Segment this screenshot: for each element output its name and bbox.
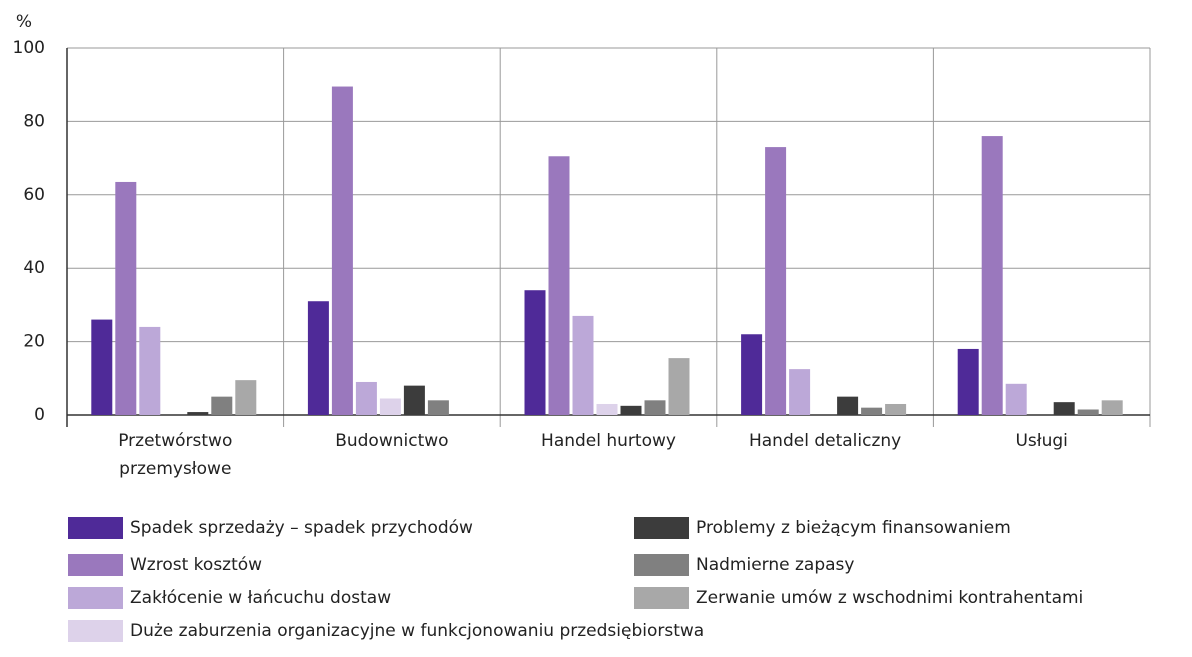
bar <box>644 400 666 415</box>
x-tick-label: Handel hurtowy <box>541 431 676 451</box>
legend-swatch <box>634 587 689 609</box>
bar <box>187 412 209 415</box>
bar <box>524 290 546 415</box>
bar <box>548 156 570 415</box>
y-axis-label: % <box>16 12 32 32</box>
legend-swatch <box>634 517 689 539</box>
legend-swatch <box>68 620 123 642</box>
x-tick-label: Przetwórstwo przemysłowe <box>118 431 233 479</box>
y-tick-label: 100 <box>13 38 45 58</box>
bar <box>211 396 233 415</box>
legend-label: Spadek sprzedaży – spadek przychodów <box>130 518 473 538</box>
legend-label: Nadmierne zapasy <box>696 555 855 575</box>
bar <box>572 315 594 415</box>
bar <box>1053 402 1075 415</box>
bar <box>331 86 353 415</box>
bar <box>596 403 618 415</box>
bar <box>1077 409 1099 415</box>
bar <box>379 398 401 415</box>
legend-swatch <box>68 587 123 609</box>
bar <box>1101 400 1123 415</box>
bar <box>307 301 329 415</box>
bar <box>741 334 763 415</box>
bar <box>235 380 257 415</box>
bar <box>620 405 642 415</box>
legend-label: Duże zaburzenia organizacyjne w funkcjon… <box>130 621 705 641</box>
legend-swatch <box>68 554 123 576</box>
bar <box>981 136 1003 415</box>
bar <box>115 181 137 415</box>
bar <box>668 358 690 415</box>
legend-label: Wzrost kosztów <box>130 555 263 575</box>
bar <box>355 381 377 415</box>
y-tick-label: 20 <box>23 332 45 352</box>
bar <box>861 407 883 415</box>
bar <box>765 147 787 415</box>
bar <box>139 326 161 415</box>
y-tick-label: 0 <box>34 405 45 425</box>
bar <box>789 369 811 415</box>
y-tick-label: 40 <box>23 258 45 278</box>
legend-label: Zakłócenie w łańcuchu dostaw <box>130 588 392 608</box>
legend-swatch <box>634 554 689 576</box>
bar <box>1005 383 1027 415</box>
y-tick-label: 60 <box>23 185 45 205</box>
bar <box>837 396 859 415</box>
x-tick-label: Handel detaliczny <box>748 431 902 451</box>
bar <box>403 385 425 415</box>
x-tick-label: Usługi <box>1015 431 1068 451</box>
x-tick-label: Budownictwo <box>335 431 449 451</box>
bar <box>957 348 979 415</box>
bar <box>91 319 113 415</box>
legend-label: Problemy z bieżącym finansowaniem <box>696 518 1011 538</box>
bar <box>427 400 449 415</box>
legend-swatch <box>68 517 123 539</box>
legend-label: Zerwanie umów z wschodnimi kontrahentami <box>696 588 1084 608</box>
bar <box>885 403 907 415</box>
y-tick-label: 80 <box>23 111 45 131</box>
